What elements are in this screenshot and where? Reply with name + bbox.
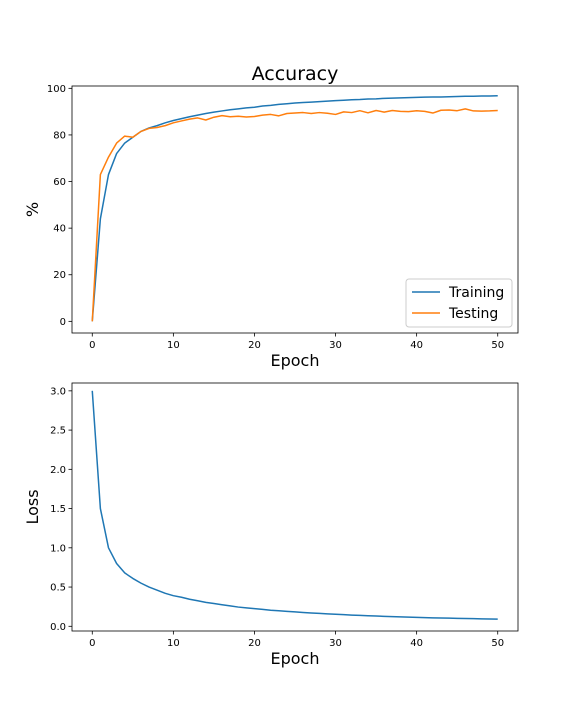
accuracy-legend-label-testing: Testing: [448, 306, 498, 322]
loss-y-tick-label: 0.0: [50, 622, 66, 633]
accuracy-x-tick-label: 40: [410, 340, 423, 351]
accuracy-y-tick-label: 60: [53, 177, 66, 188]
accuracy-series-testing-line: [91, 108, 498, 322]
loss-y-tick-label: 2.5: [50, 426, 66, 437]
loss-y-tick-label: 0.5: [50, 583, 66, 594]
accuracy-series-training-line: [91, 95, 498, 322]
accuracy-x-tick-label: 20: [248, 340, 261, 351]
accuracy-legend-box: [405, 278, 513, 328]
loss-x-tick-label: 40: [410, 638, 423, 649]
accuracy-y-tick-label: 100: [47, 84, 66, 95]
accuracy-x-axis-label: Epoch: [271, 351, 320, 370]
loss-y-tick-label: 1.0: [50, 543, 66, 554]
accuracy-chart: Accuracy 0 10 20 30 40 50 0 20 40 60 80 100 Epoch% Tra…: [23, 63, 519, 370]
accuracy-y-tick-label: 20: [53, 270, 66, 281]
loss-y-axis-label: Loss: [23, 489, 42, 524]
loss-plot-frame: [71, 382, 519, 632]
loss-x-tick-label: 10: [167, 638, 180, 649]
loss-y-tick-label: 3.0: [50, 386, 66, 397]
loss-x-tick-label: 20: [248, 638, 261, 649]
accuracy-y-axis-label: %: [23, 202, 42, 217]
loss-x-tick-label: 30: [329, 638, 342, 649]
accuracy-x-tick-label: 30: [329, 340, 342, 351]
loss-chart: 0 10 20 30 40 50 0.0 0.5 1.0 1.5 2.0 2.5 3.0 Epoch Los…: [23, 382, 519, 668]
accuracy-x-tick-label: 10: [167, 340, 180, 351]
accuracy-chart-title: Accuracy: [252, 63, 339, 85]
accuracy-x-tick-label: 0: [89, 340, 95, 351]
loss-x-axis-label: Epoch: [271, 649, 320, 668]
loss-y-tick-label: 1.5: [50, 504, 66, 515]
loss-series-loss-line: [91, 390, 498, 620]
accuracy-legend-label-training: Training: [448, 285, 504, 301]
accuracy-x-tick-label: 50: [491, 340, 504, 351]
accuracy-y-tick-label: 80: [53, 130, 66, 141]
loss-y-tick-label: 2.0: [50, 465, 66, 476]
accuracy-y-tick-label: 40: [53, 224, 66, 235]
loss-x-tick-label: 0: [89, 638, 95, 649]
accuracy-y-tick-label: 0: [60, 317, 66, 328]
accuracy-plot-frame: [71, 85, 519, 334]
loss-x-tick-label: 50: [491, 638, 504, 649]
